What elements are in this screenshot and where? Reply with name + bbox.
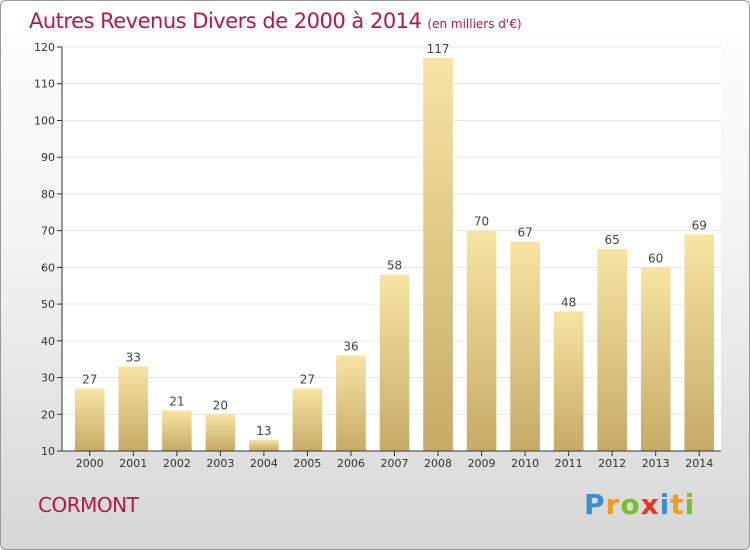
y-tick-label: 50: [41, 298, 55, 311]
data-label: 69: [692, 218, 707, 232]
bar: [466, 230, 497, 451]
data-label: 117: [427, 42, 450, 56]
y-axis: 10 20 30 40 50 60 70 80 90 100 110 120: [34, 41, 63, 458]
x-axis: 2000 2001 2002 2003 2004 2005 2006 2007 2008 2009…: [62, 450, 721, 470]
data-label: 60: [648, 251, 663, 265]
bar: [205, 414, 236, 451]
y-tick-label: 60: [41, 261, 55, 274]
data-label: 65: [605, 233, 620, 247]
logo-letter: t: [670, 488, 685, 521]
chart-title: Autres Revenus Divers de 2000 à 2014 (en …: [29, 9, 522, 33]
logo-letter: i: [659, 488, 671, 521]
logo-letter: P: [584, 488, 606, 521]
x-tick-label: 2009: [468, 457, 496, 470]
bar: [336, 355, 366, 451]
bar: [379, 274, 410, 451]
x-tick-label: 2010: [511, 457, 539, 470]
data-label: 67: [517, 226, 532, 240]
data-label: 20: [213, 398, 228, 412]
data-label: 27: [82, 373, 97, 387]
x-tick-label: 2000: [76, 457, 104, 470]
y-tick-label: 80: [41, 188, 55, 201]
y-tick-label: 100: [34, 114, 55, 127]
bar: [162, 410, 192, 451]
bar: [597, 249, 627, 451]
y-tick-label: 10: [41, 445, 55, 458]
bar: [684, 234, 715, 451]
y-tick-label: 70: [41, 225, 55, 238]
data-label: 58: [387, 259, 402, 273]
data-label: 36: [343, 340, 358, 354]
y-tick-label: 90: [41, 151, 55, 164]
y-tick-label: 20: [41, 408, 55, 421]
y-tick-label: 30: [41, 372, 55, 385]
bar: [423, 58, 453, 451]
x-tick-label: 2006: [337, 457, 365, 470]
chart-subtitle: (en milliers d'€): [427, 17, 522, 31]
data-label: 33: [126, 351, 141, 365]
data-label: 21: [169, 395, 184, 409]
bar: [118, 366, 149, 451]
data-label: 27: [300, 373, 315, 387]
bar: [74, 388, 105, 451]
data-label: 13: [256, 424, 271, 438]
x-tick-label: 2003: [206, 457, 234, 470]
x-tick-label: 2014: [685, 457, 713, 470]
logo-letter: i: [684, 488, 696, 521]
bars: [74, 58, 715, 451]
bar: [553, 311, 584, 451]
chart-title-main: Autres Revenus Divers de 2000 à 2014: [29, 9, 422, 33]
x-tick-label: 2001: [119, 457, 147, 470]
y-tick-label: 40: [41, 335, 55, 348]
x-tick-label: 2008: [424, 457, 452, 470]
x-tick-label: 2011: [555, 457, 583, 470]
bar: [249, 439, 279, 451]
bar: [510, 241, 540, 451]
data-label: 70: [474, 215, 489, 229]
logo-letter: x: [640, 488, 660, 521]
x-tick-label: 2002: [163, 457, 191, 470]
x-tick-label: 2007: [381, 457, 409, 470]
x-tick-label: 2013: [642, 457, 670, 470]
logo-letter: r: [605, 488, 621, 521]
bar: [640, 267, 671, 451]
bar: [292, 388, 323, 451]
logo-letter: o: [620, 488, 641, 521]
data-labels: 27 33 21 20 13 27 36 58 117 70 67 48 65 60 69: [82, 42, 707, 438]
x-tick-label: 2012: [598, 457, 626, 470]
y-tick-label: 110: [34, 78, 55, 91]
data-label: 48: [561, 295, 576, 309]
x-tick-label: 2005: [293, 457, 321, 470]
x-tick-label: 2004: [250, 457, 278, 470]
proxiti-logo: Proxiti: [584, 488, 695, 521]
y-tick-label: 120: [34, 41, 55, 54]
commune-name: CORMONT: [38, 493, 139, 517]
